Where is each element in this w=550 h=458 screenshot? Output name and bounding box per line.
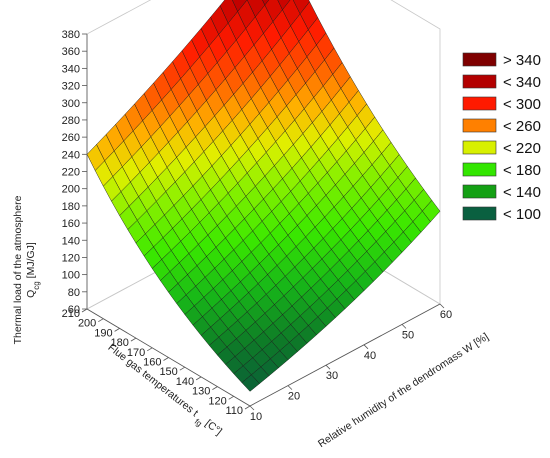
- surface-cell: [262, 0, 270, 6]
- legend-label: < 260: [503, 118, 541, 135]
- x-tick-label: 50: [402, 329, 414, 341]
- x-tick-label: 10: [250, 411, 262, 423]
- surface-mesh: [86, 0, 441, 392]
- legend-swatch: [462, 74, 497, 89]
- z-tick-label: 240: [62, 149, 80, 161]
- z-tick-label: 80: [68, 287, 80, 299]
- legend-label: < 340: [503, 74, 541, 91]
- x-tick-mark: [325, 364, 331, 370]
- z-tick-label: 280: [62, 115, 80, 127]
- z-tick-label: 260: [62, 132, 80, 144]
- legend-swatch: [462, 140, 497, 155]
- y-tick-label: 190: [94, 327, 112, 339]
- z-axis-label-symbol: Qcg [MJ/GJ]: [25, 242, 41, 298]
- y-tick-mark: [179, 366, 186, 371]
- legend: > 340 < 340 < 300 < 260 < 220 < 180 < 140 < 100: [462, 52, 541, 223]
- z-tick-label: 340: [62, 63, 80, 75]
- x-tick-label: 20: [288, 391, 300, 403]
- y-tick-label: 110: [225, 405, 243, 417]
- surface-cell: [241, 374, 260, 392]
- y-tick-mark: [114, 328, 120, 332]
- z-tick-label: 300: [62, 98, 80, 110]
- legend-label: > 340: [503, 52, 541, 69]
- z-tick-label: 60: [68, 304, 80, 316]
- legend-swatch: [462, 206, 497, 221]
- legend-swatch: [462, 118, 497, 133]
- legend-swatch: [462, 184, 497, 199]
- y-tick-mark: [130, 337, 137, 342]
- z-tick-label: 220: [62, 167, 80, 179]
- x-axis-label: Relative humidity of the dendromass W [%…: [316, 331, 491, 450]
- y-tick-mark: [98, 318, 104, 323]
- legend-label: < 100: [503, 206, 541, 223]
- axis-ticks: 60 80 100 120 140 160 180 200 220 240 260 280 300 320…: [62, 29, 452, 423]
- y-tick-label: 130: [192, 386, 210, 398]
- y-tick-mark: [212, 386, 218, 390]
- y-tick-label: 120: [208, 395, 226, 407]
- y-tick-label: 200: [78, 318, 96, 330]
- y-tick-mark: [81, 308, 88, 313]
- y-tick-label: 170: [127, 347, 145, 359]
- x-tick-label: 30: [326, 370, 338, 382]
- y-tick-mark: [195, 376, 202, 381]
- y-tick-label: 140: [176, 376, 194, 388]
- z-tick-label: 160: [62, 218, 80, 230]
- z-axis-label: Thermal load of the atmosphere: [12, 195, 24, 344]
- z-tick-label: 120: [62, 252, 80, 264]
- x-tick-mark: [439, 303, 445, 309]
- z-tick-label: 100: [62, 270, 80, 282]
- x-tick-mark: [249, 405, 255, 411]
- x-tick-label: 60: [440, 309, 452, 321]
- z-tick-label: 380: [62, 29, 80, 41]
- legend-label: < 300: [503, 96, 541, 113]
- legend-label: < 220: [503, 140, 541, 157]
- legend-label: < 140: [503, 184, 541, 201]
- x-tick-mark: [401, 324, 407, 329]
- z-tick-label: 320: [62, 81, 80, 93]
- z-tick-label: 180: [62, 201, 80, 213]
- y-tick-mark: [146, 347, 153, 352]
- y-tick-mark: [163, 357, 169, 361]
- x-tick-mark: [363, 344, 369, 350]
- z-tick-label: 140: [62, 235, 80, 247]
- y-tick-mark: [244, 405, 251, 410]
- x-tick-mark: [287, 385, 293, 390]
- y-tick-label: 180: [111, 337, 129, 349]
- z-tick-label: 200: [62, 184, 80, 196]
- legend-swatch: [462, 162, 497, 177]
- legend-label: < 180: [503, 162, 541, 179]
- y-tick-label: 150: [159, 366, 177, 378]
- y-tick-label: 210: [62, 308, 80, 320]
- x-axis-line: [249, 303, 441, 407]
- legend-swatch: [462, 96, 497, 111]
- legend-swatch: [462, 52, 497, 67]
- x-tick-label: 40: [364, 350, 376, 362]
- y-tick-label: 160: [143, 357, 161, 369]
- z-tick-label: 360: [62, 46, 80, 58]
- y-tick-mark: [228, 395, 234, 400]
